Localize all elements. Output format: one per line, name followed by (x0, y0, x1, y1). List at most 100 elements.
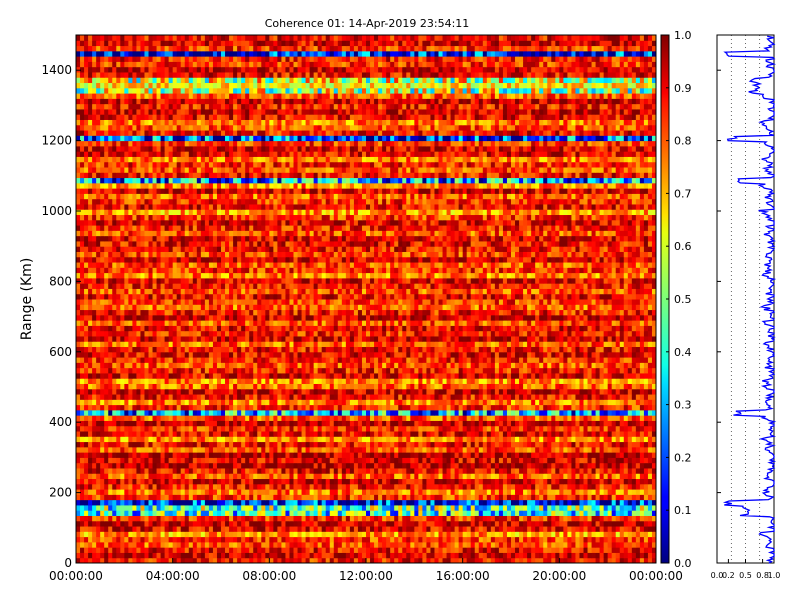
heatmap-cell (462, 415, 468, 421)
heatmap-cell (519, 452, 524, 458)
heatmap-cell (277, 478, 282, 485)
heatmap-cell (269, 541, 274, 548)
heatmap-cell (643, 394, 649, 400)
heatmap-cell (519, 436, 524, 443)
heatmap-cell (559, 420, 564, 427)
heatmap-cell (527, 473, 532, 480)
heatmap-cell (474, 473, 480, 480)
heatmap-cell (651, 467, 657, 474)
heatmap-cell (511, 457, 516, 464)
heatmap-cell (233, 489, 238, 495)
heatmap-cell (462, 504, 468, 511)
heatmap-cell (402, 409, 407, 416)
heatmap-cell (76, 399, 81, 406)
heatmap-cell (341, 431, 347, 437)
heatmap-cell (631, 510, 637, 516)
heatmap-cell (241, 383, 246, 390)
heatmap-cell (543, 452, 548, 458)
heatmap-cell (506, 489, 512, 495)
heatmap-cell (378, 399, 383, 406)
heatmap-cell (349, 399, 355, 406)
heatmap-cell (450, 541, 456, 548)
heatmap-cell (277, 499, 282, 506)
heatmap-cell (382, 504, 387, 511)
heatmap-cell (289, 378, 294, 384)
heatmap-cell (124, 378, 129, 384)
heatmap-cell (454, 489, 460, 495)
heatmap-cell (136, 557, 141, 564)
heatmap-cell (611, 494, 617, 501)
heatmap-cell (168, 431, 174, 437)
heatmap-cell (172, 388, 178, 395)
heatmap-cell (619, 520, 625, 527)
heatmap-cell (92, 552, 97, 559)
heatmap-cell (571, 547, 576, 553)
heatmap-cell (148, 457, 154, 464)
heatmap-cell (229, 473, 234, 480)
heatmap-cell (229, 441, 234, 448)
heatmap-cell (555, 499, 560, 506)
heatmap-cell (152, 478, 158, 485)
heatmap-cell (426, 446, 431, 453)
heatmap-cell (579, 541, 584, 548)
heatmap-cell (257, 431, 262, 437)
heatmap-cell (567, 510, 572, 516)
heatmap-cell (647, 394, 653, 400)
heatmap-cell (321, 441, 327, 448)
heatmap-cell (615, 494, 621, 501)
heatmap-cell (200, 499, 206, 506)
heatmap-cell (486, 547, 492, 553)
heatmap-cell (192, 473, 198, 480)
heatmap-cell (152, 531, 158, 538)
heatmap-cell (313, 504, 319, 511)
heatmap-cell (88, 489, 93, 495)
heatmap-cell (523, 552, 528, 559)
heatmap-cell (422, 520, 427, 527)
heatmap-cell (502, 520, 508, 527)
heatmap-cell (273, 409, 278, 416)
heatmap-cell (124, 499, 129, 506)
heatmap-cell (426, 467, 431, 474)
heatmap-cell (281, 441, 286, 448)
heatmap-cell (184, 420, 190, 427)
heatmap-cell (599, 478, 605, 485)
heatmap-cell (313, 409, 319, 416)
heatmap-cell (398, 499, 403, 506)
heatmap-cell (623, 494, 629, 501)
heatmap-cell (430, 452, 435, 458)
heatmap-cell (257, 415, 262, 421)
heatmap-cell (555, 431, 560, 437)
heatmap-cell (587, 431, 593, 437)
heatmap-cell (486, 499, 492, 506)
heatmap-cell (478, 404, 484, 411)
heatmap-cell (482, 425, 488, 432)
heatmap-cell (196, 531, 202, 538)
heatmap-cell (619, 399, 625, 406)
heatmap-cell (426, 425, 431, 432)
heatmap-cell (164, 557, 170, 564)
heatmap-cell (345, 394, 351, 400)
heatmap-cell (88, 462, 93, 469)
heatmap-cell (152, 425, 158, 432)
heatmap-cell (156, 399, 162, 406)
heatmap-cell (265, 378, 270, 384)
heatmap-cell (204, 552, 210, 559)
heatmap-cell (374, 499, 379, 506)
heatmap-cell (100, 452, 105, 458)
heatmap-cell (438, 494, 444, 501)
heatmap-cell (333, 436, 339, 443)
heatmap-cell (176, 504, 182, 511)
heatmap-cell (623, 431, 629, 437)
heatmap-cell (563, 557, 568, 564)
heatmap-cell (583, 467, 589, 474)
heatmap-cell (450, 531, 456, 538)
heatmap-cell (116, 552, 121, 559)
heatmap-cell (333, 431, 339, 437)
heatmap-cell (619, 415, 625, 421)
heatmap-cell (543, 446, 548, 453)
heatmap-cell (221, 515, 226, 522)
heatmap-cell (180, 547, 186, 553)
heatmap-cell (297, 499, 303, 506)
heatmap-cell (583, 536, 589, 543)
heatmap-cell (277, 489, 282, 495)
